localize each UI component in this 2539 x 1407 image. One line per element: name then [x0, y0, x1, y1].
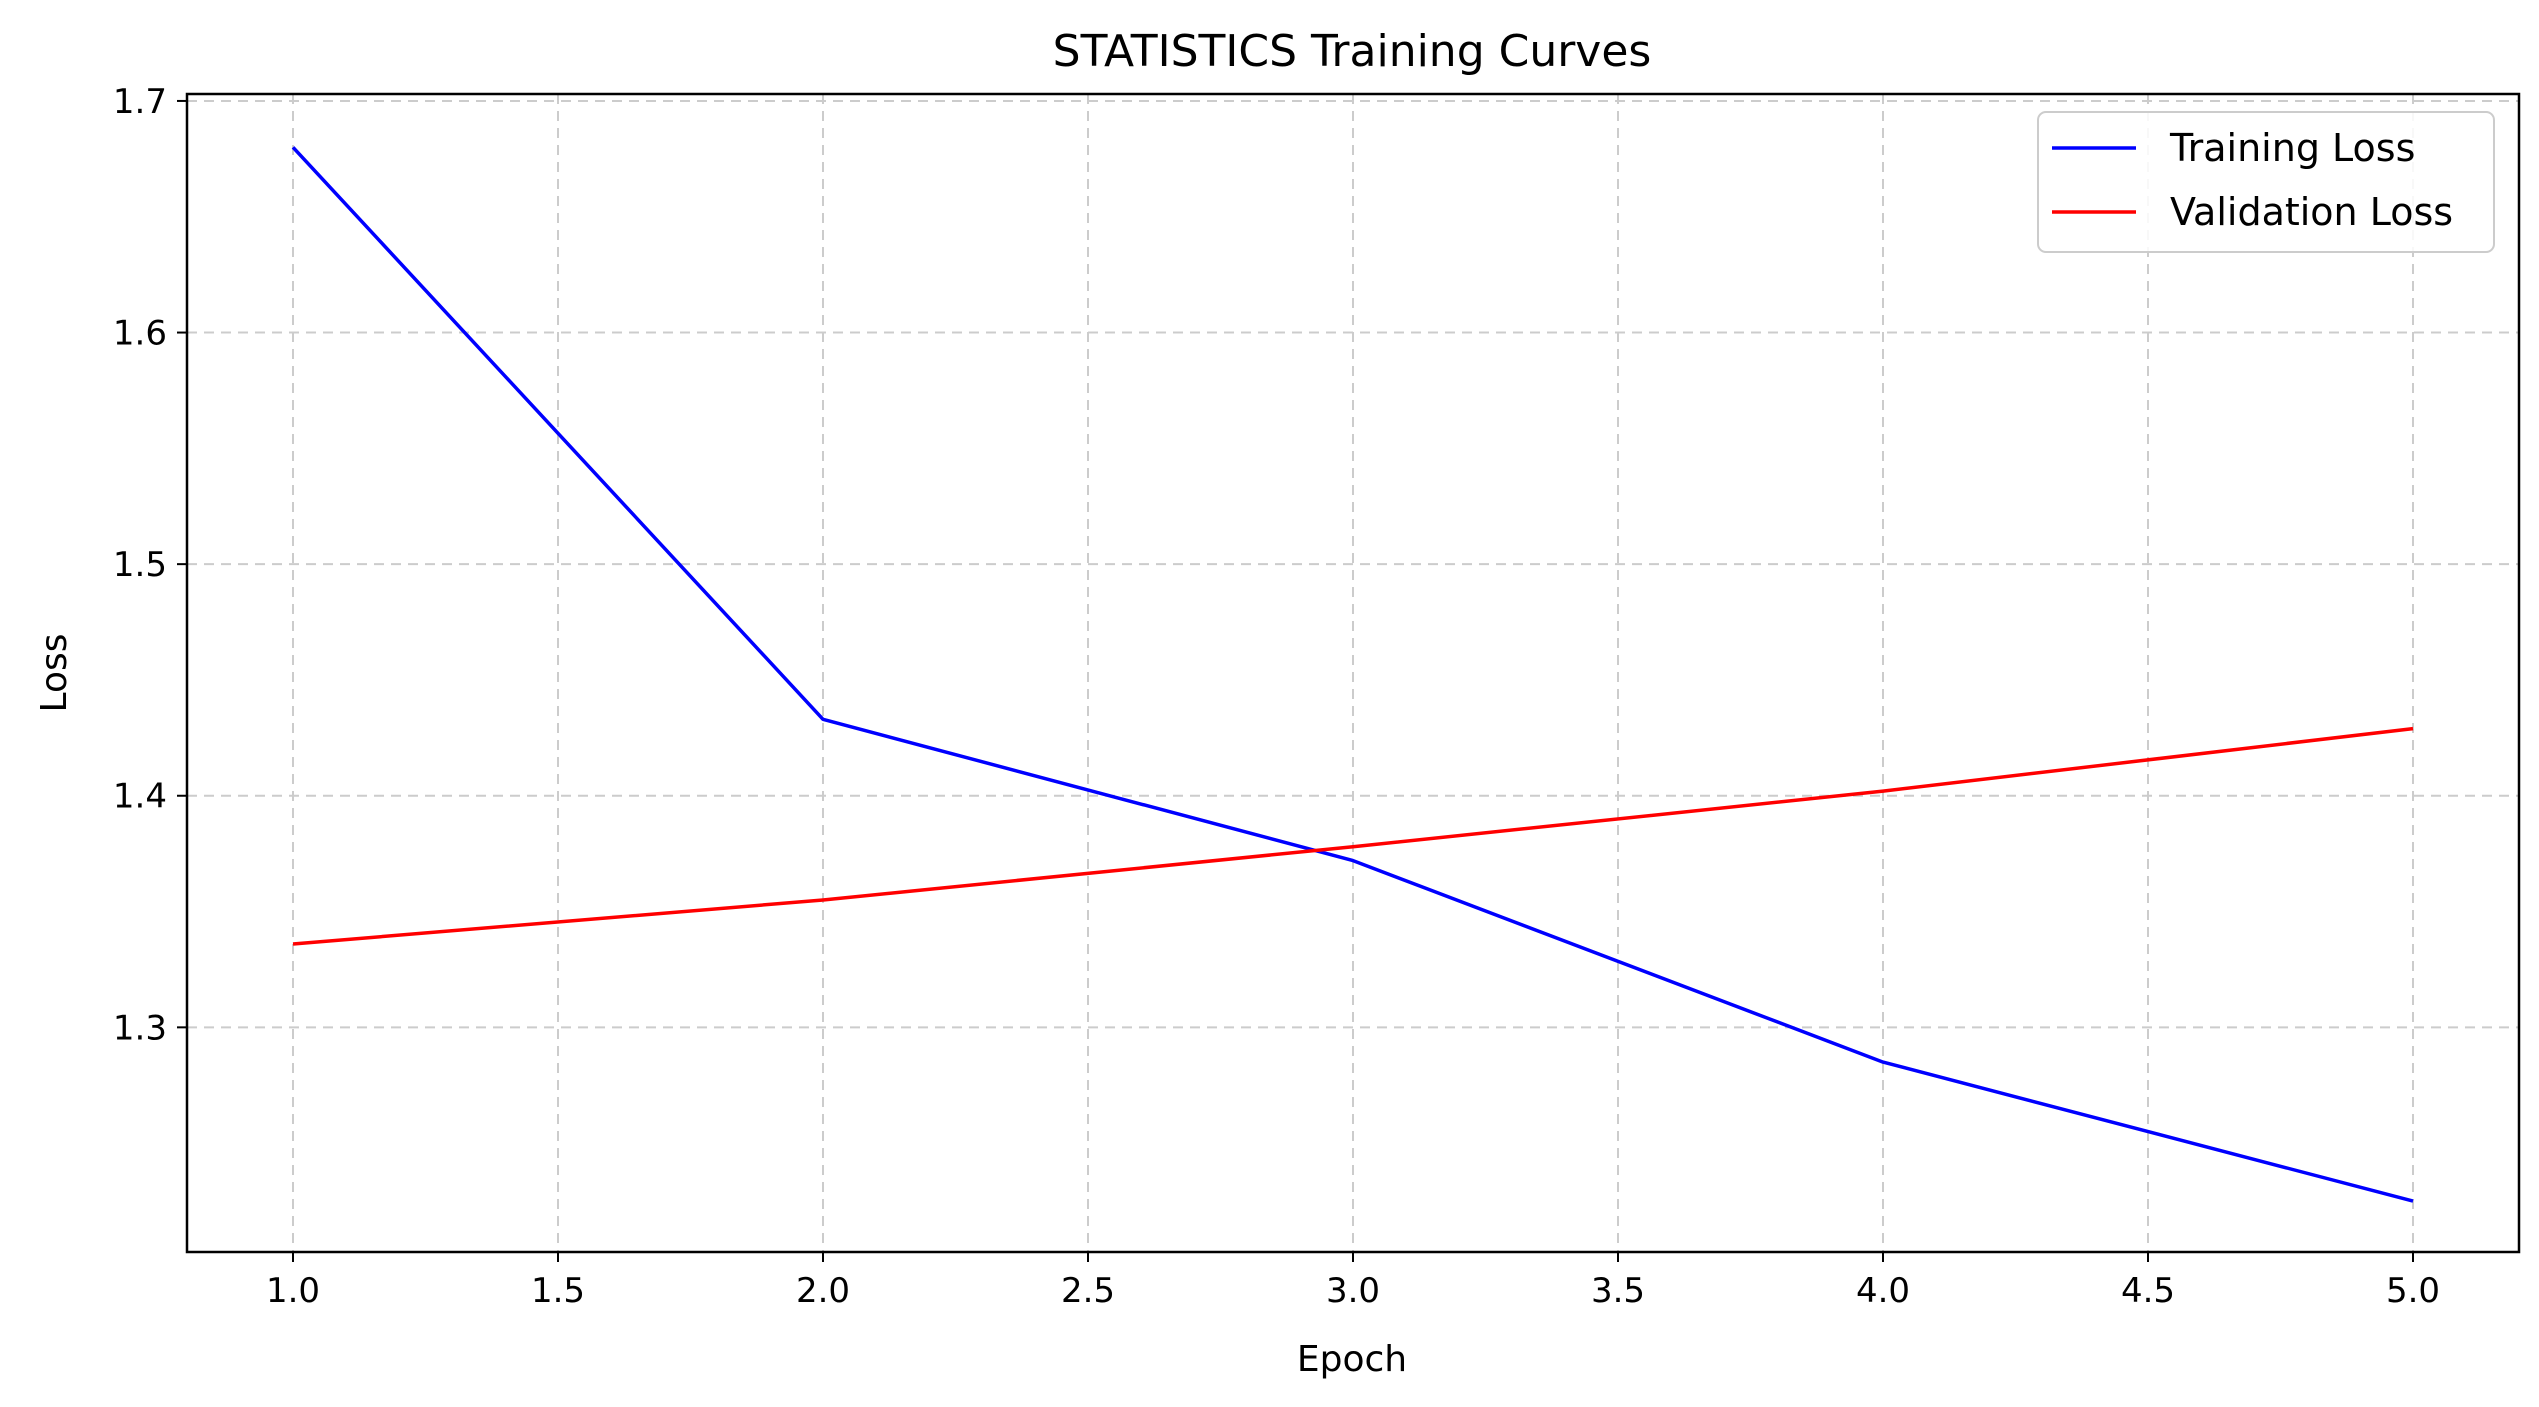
chart-title: STATISTICS Training Curves — [1053, 26, 1652, 77]
x-tick-label: 4.5 — [2121, 1271, 2175, 1311]
x-tick-label: 2.0 — [796, 1271, 850, 1311]
series-line-training-loss — [291, 146, 2414, 1203]
series-line-validation-loss — [292, 726, 2414, 946]
x-tick-label: 3.5 — [1591, 1271, 1645, 1311]
y-tick-label: 1.5 — [113, 545, 167, 585]
series-lines — [291, 146, 2414, 1203]
x-tick-label: 3.0 — [1326, 1271, 1380, 1311]
x-tick-label: 2.5 — [1061, 1271, 1115, 1311]
x-tick-label: 1.5 — [531, 1271, 585, 1311]
legend-label-validation-loss: Validation Loss — [2170, 190, 2453, 234]
x-axis-label: Epoch — [1297, 1339, 1407, 1380]
legend: Training Loss Validation Loss — [2037, 111, 2495, 253]
axis-ticks: 1.0 1.5 2.0 2.5 3.0 3.5 4.0 4.5 5.0 1.3 1.4 1.5 1.6 1… — [113, 82, 2440, 1311]
x-tick-label: 4.0 — [1856, 1271, 1910, 1311]
y-tick-label: 1.4 — [113, 777, 167, 817]
x-tick-label: 1.0 — [266, 1271, 320, 1311]
grid-lines — [187, 94, 2519, 1252]
y-tick-label: 1.6 — [113, 314, 167, 354]
y-axis-label: Loss — [34, 634, 75, 713]
y-tick-label: 1.7 — [113, 82, 167, 122]
legend-box — [2037, 111, 2495, 253]
x-tick-label: 5.0 — [2386, 1271, 2440, 1311]
legend-label-training-loss: Training Loss — [2169, 126, 2415, 170]
y-tick-label: 1.3 — [113, 1008, 167, 1048]
